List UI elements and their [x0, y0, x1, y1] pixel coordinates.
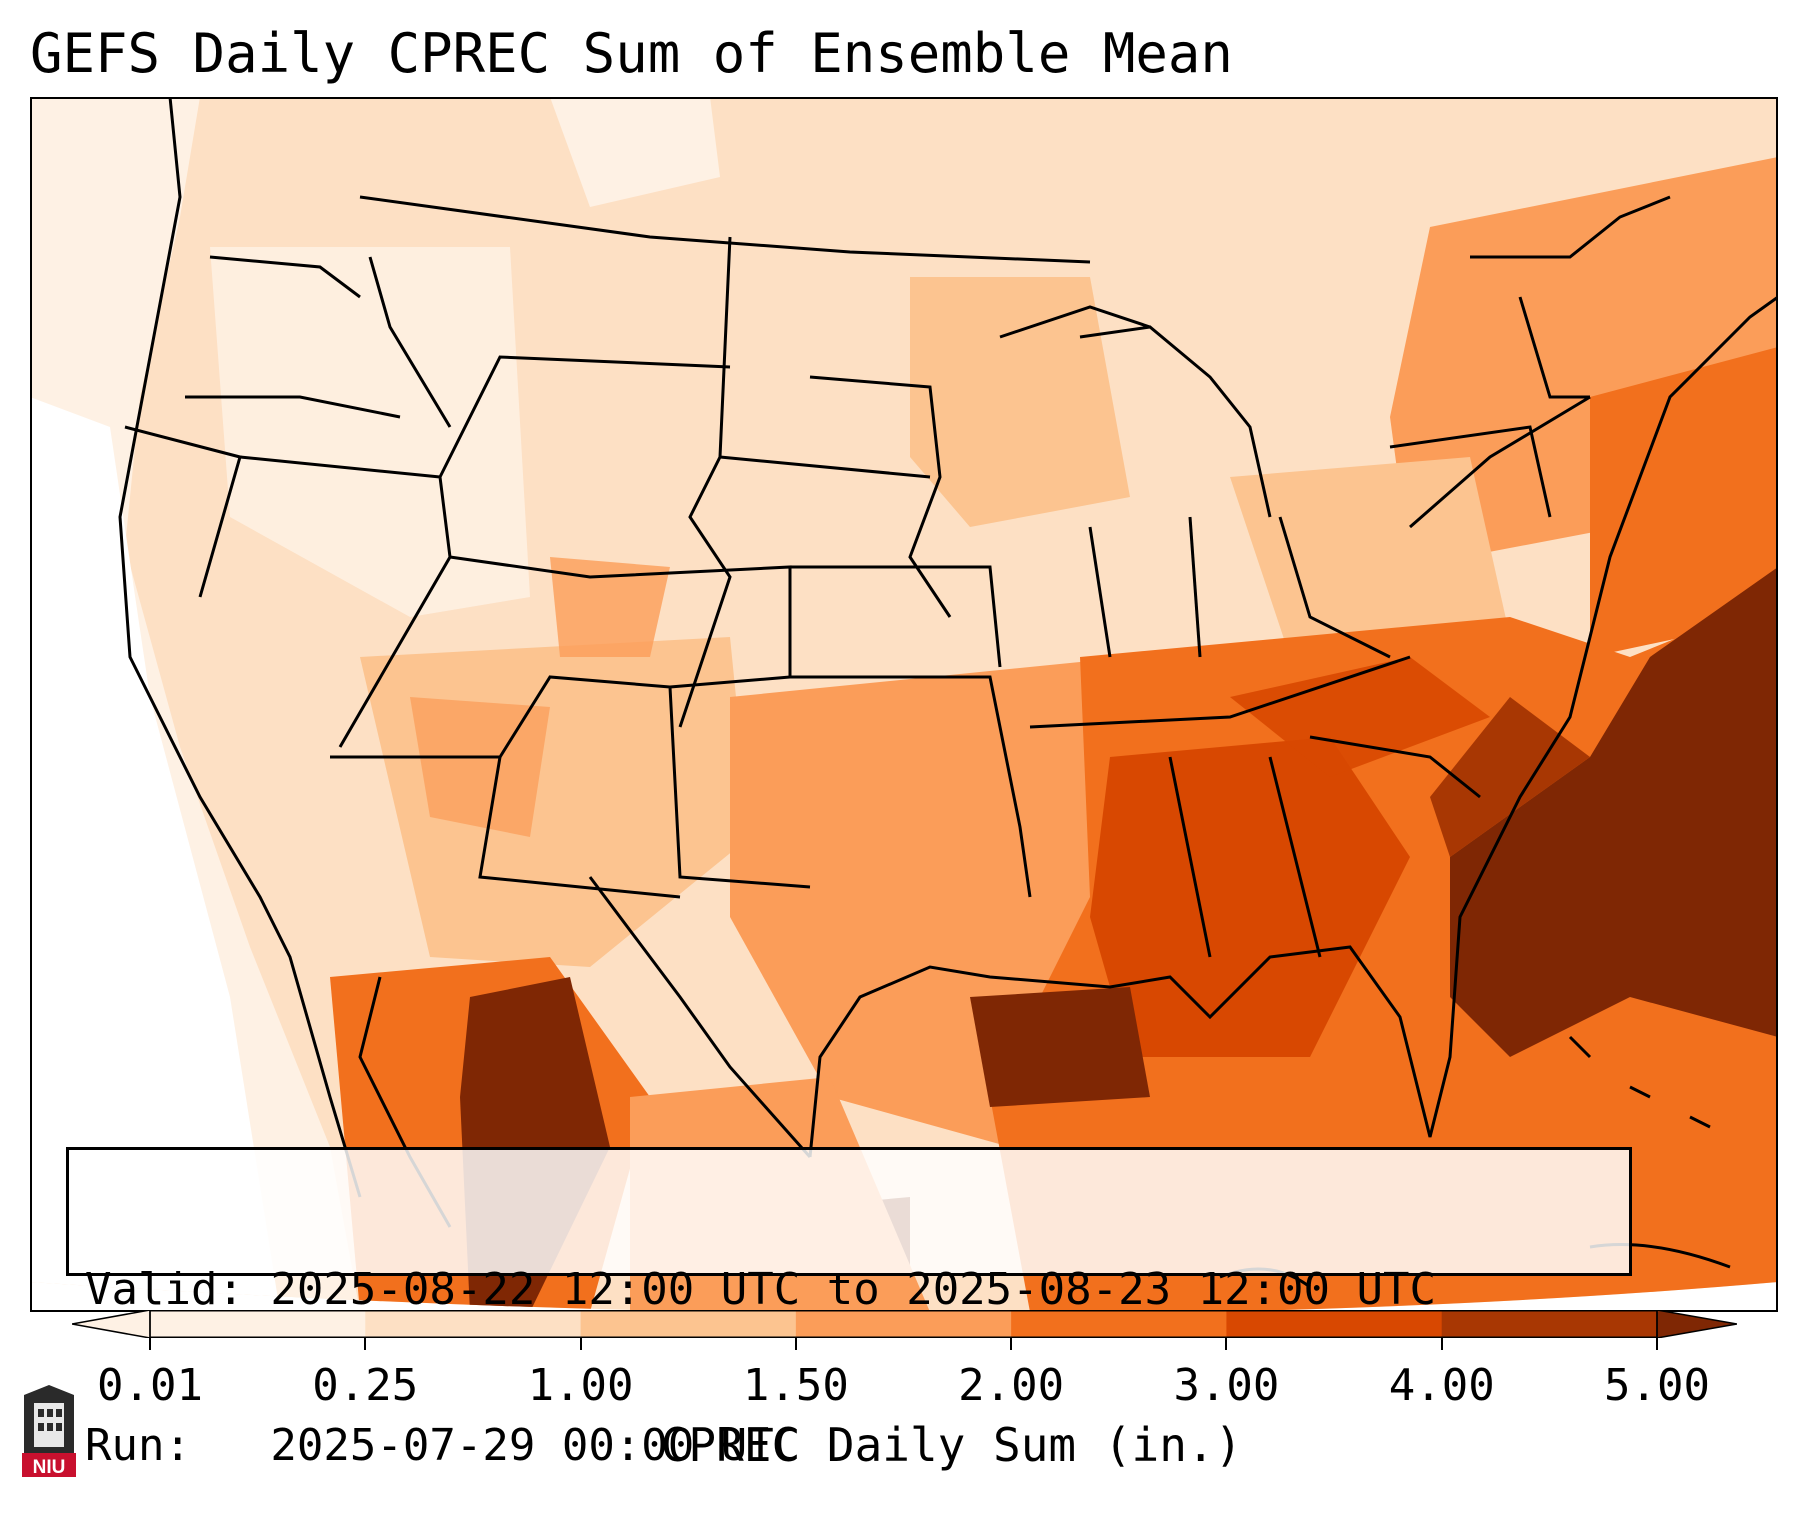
oh-pa-border [1278, 516, 1391, 659]
or-ca-border [185, 395, 401, 419]
precip-pacific-none [30, 397, 280, 1312]
ok-ar-border [790, 675, 1032, 898]
mn-ia-border [809, 375, 952, 618]
colorbar-tick-label: 1.50 [742, 1360, 849, 1411]
colorbar-tick-label: 4.00 [1388, 1360, 1495, 1411]
colorbar-segment [150, 1310, 366, 1338]
colorbar-ticks: 0.01 0.25 1.00 1.50 2.00 3.00 4.00 5.00 [0, 1338, 1803, 1411]
colorbar-segment [1441, 1310, 1658, 1338]
colorbar-tick-label: 5.00 [1604, 1360, 1710, 1411]
ms-al-border [1168, 756, 1212, 958]
valid-run-info-box: Valid: 2025-08-22 12:00 UTC to 2025-08-2… [66, 1147, 1632, 1471]
colorbar-tick-mark [1656, 1338, 1658, 1350]
boundaries [118, 97, 1778, 1228]
wa-border [209, 255, 361, 299]
precip-nw-light [210, 247, 530, 617]
run-time-text: Run: 2025-07-29 00:00 UTC [85, 1420, 801, 1471]
precip-map[interactable] [30, 97, 1778, 1312]
us-canada-border [359, 195, 1091, 264]
st-lawrence [1470, 195, 1671, 259]
precip-gulf-max [970, 987, 1150, 1107]
colorbar-tick-label: 0.01 [97, 1360, 203, 1411]
colorbar-segment [580, 1310, 797, 1338]
lake-ontario-shore [1409, 395, 1591, 529]
id-border [368, 256, 452, 428]
precip-field [30, 97, 1778, 1312]
wy-border [438, 355, 731, 478]
colorbar-tick-label: 0.25 [312, 1360, 419, 1411]
az-nm-border [330, 675, 811, 889]
colorbar-tick-mark [579, 1338, 582, 1350]
colorbar-tick-mark [1010, 1338, 1013, 1350]
nv-ut-border [239, 455, 452, 748]
precip-atlantic-max [1450, 567, 1778, 1057]
colorbar-segment [1226, 1310, 1443, 1338]
colorbar-tick-label: 2.00 [958, 1360, 1065, 1411]
colorbar-label: CPREC Daily Sum (in.) [660, 1418, 1243, 1472]
texas-rio-grande [588, 876, 812, 1158]
colorbar-tick-mark [1440, 1338, 1443, 1350]
ks-mo-border [790, 565, 1002, 668]
tn-ky-border [1029, 655, 1411, 729]
precip-tennessee [1230, 657, 1490, 777]
colorbar-segment [365, 1310, 582, 1338]
colorbar-segment [1011, 1310, 1227, 1338]
precip-northeast-coast [1590, 347, 1778, 657]
vt-nh-border [1518, 296, 1590, 399]
sd-ne-border [719, 455, 931, 479]
colorbar-extend-low [72, 1310, 151, 1338]
bahamas [1568, 1035, 1711, 1129]
precip-arizona-patch [410, 697, 550, 837]
colorbar [72, 1310, 1737, 1338]
valid-time-text: Valid: 2025-08-22 12:00 UTC to 2025-08-2… [85, 1264, 1437, 1315]
ny-pa-border [1389, 425, 1552, 518]
precip-ohio-valley [1230, 457, 1510, 657]
colorbar-segment [795, 1310, 1012, 1338]
colorbar-tick-mark [794, 1338, 797, 1350]
gulf-atlantic-coast [808, 295, 1778, 1158]
logo-text: NIU [33, 1457, 66, 1478]
nm-south-border [478, 756, 681, 899]
plains-border [678, 236, 732, 728]
university-tower-logo-icon: NIU [22, 1385, 76, 1478]
lake-michigan-huron [1079, 325, 1272, 518]
precip-north-light [550, 97, 720, 207]
in-oh-border [1188, 516, 1202, 658]
colorbar-tick-label: 1.00 [527, 1360, 634, 1411]
ga-sc-border [1309, 735, 1481, 799]
lake-superior [999, 305, 1151, 339]
al-ga-border [1268, 756, 1322, 958]
colorbar-tick-mark [364, 1338, 367, 1350]
colorbar-outline [149, 1310, 1658, 1338]
colorbar-tick-mark [1225, 1338, 1228, 1350]
precip-upper-midwest [910, 277, 1130, 527]
precip-colorado-patch [550, 557, 670, 657]
precip-carolina-coast [1430, 697, 1590, 857]
chart-title: GEFS Daily CPREC Sum of Ensemble Mean [30, 22, 1233, 85]
west-coastline [118, 97, 362, 1198]
colorbar-tick-label: 3.00 [1173, 1360, 1280, 1411]
colorbar-tick-mark [149, 1338, 151, 1350]
colorbar-extend-high [1656, 1310, 1737, 1338]
il-in-border [1088, 526, 1112, 658]
